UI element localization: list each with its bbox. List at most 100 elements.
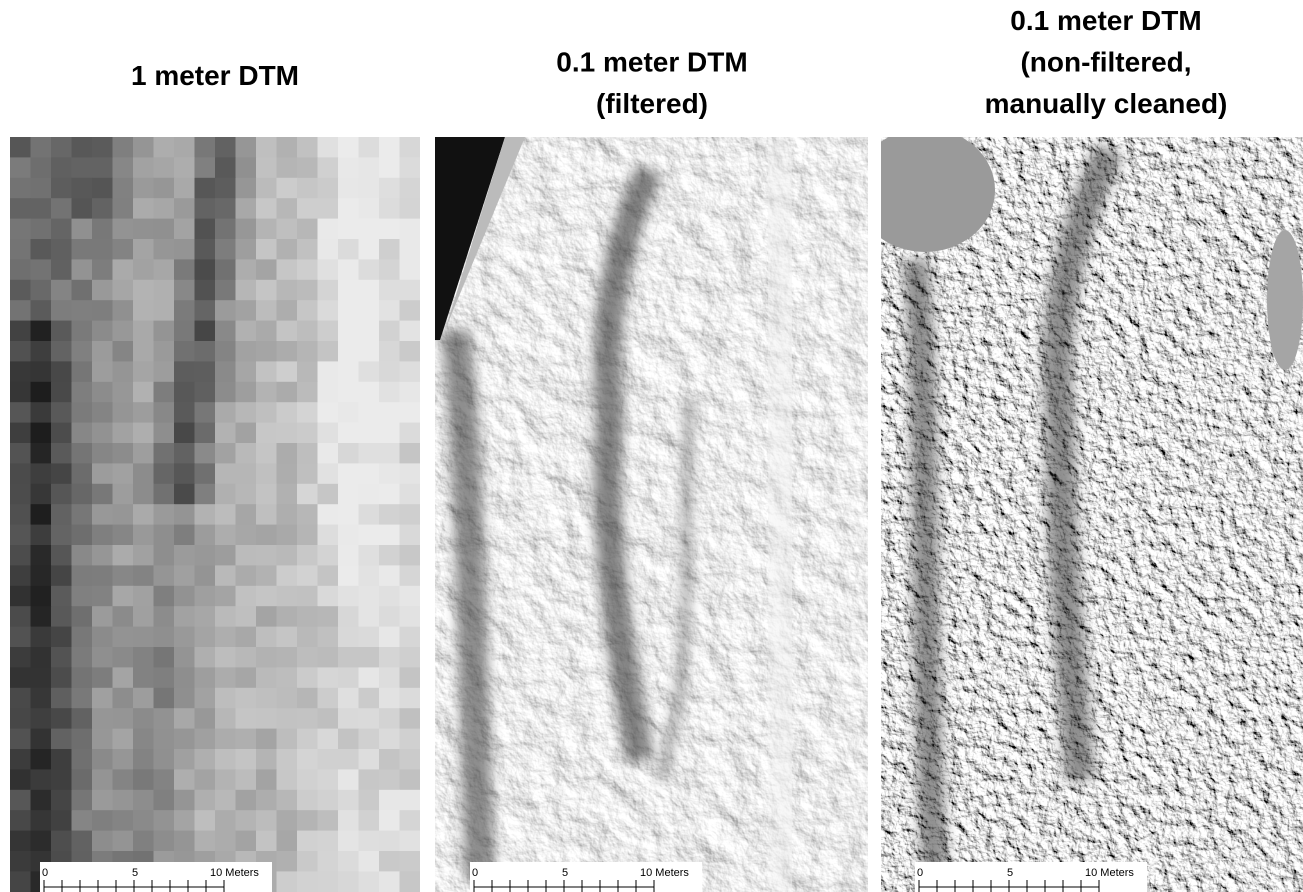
pixel bbox=[317, 871, 339, 892]
pixel bbox=[174, 810, 195, 832]
pixel bbox=[133, 626, 154, 648]
pixel bbox=[338, 402, 359, 424]
pixel bbox=[112, 585, 134, 607]
pixel bbox=[297, 749, 318, 770]
pixel bbox=[256, 749, 277, 770]
scale-label: 10 Meters bbox=[1085, 867, 1134, 879]
pixel bbox=[338, 749, 359, 770]
pixel bbox=[174, 647, 195, 668]
pixel bbox=[194, 137, 216, 158]
pixel bbox=[399, 626, 420, 648]
pixel bbox=[358, 789, 380, 811]
pixel bbox=[153, 545, 175, 566]
channels bbox=[902, 143, 1124, 881]
pixel bbox=[317, 830, 339, 852]
pixel bbox=[276, 137, 298, 158]
pixel bbox=[194, 789, 216, 811]
pixel bbox=[174, 422, 195, 444]
pixel bbox=[215, 687, 236, 709]
pixel bbox=[153, 259, 175, 281]
pixel bbox=[92, 708, 113, 730]
pixel bbox=[10, 422, 31, 444]
scale-label: 5 bbox=[562, 867, 568, 879]
pixel bbox=[10, 300, 31, 322]
pixel bbox=[235, 606, 257, 628]
pixel bbox=[358, 728, 380, 750]
pixel bbox=[235, 667, 257, 689]
pixel bbox=[10, 606, 31, 628]
pixel bbox=[256, 422, 277, 444]
pixel bbox=[174, 402, 195, 424]
pixel bbox=[276, 545, 298, 566]
pixel bbox=[399, 749, 420, 770]
pixel bbox=[256, 300, 277, 322]
pixel bbox=[10, 769, 31, 791]
pixel bbox=[30, 626, 52, 648]
pixel bbox=[379, 463, 400, 485]
pixel bbox=[399, 177, 420, 199]
pixel bbox=[358, 300, 380, 322]
pixel bbox=[399, 361, 420, 383]
pixel bbox=[317, 463, 339, 485]
pixel bbox=[194, 320, 216, 342]
pixel bbox=[51, 300, 72, 322]
scale-bars: 0 5 10 Meters 0 5 10 Meters 0 5 10 Meters bbox=[40, 862, 1147, 892]
pixel bbox=[358, 157, 380, 179]
pixel bbox=[276, 585, 298, 607]
pixel bbox=[235, 381, 257, 403]
channels bbox=[440, 163, 694, 881]
pixel bbox=[51, 422, 72, 444]
pixel bbox=[51, 667, 72, 689]
pixel bbox=[338, 300, 359, 322]
pixel bbox=[10, 361, 31, 383]
pixel bbox=[399, 769, 420, 791]
pixel bbox=[51, 545, 72, 566]
pixel bbox=[194, 626, 216, 648]
pixel bbox=[10, 524, 31, 546]
pixel bbox=[174, 830, 195, 852]
pixel bbox=[276, 463, 298, 485]
pixel bbox=[112, 177, 134, 199]
pixel bbox=[194, 300, 216, 322]
pixel bbox=[10, 728, 31, 750]
pixel bbox=[297, 687, 318, 709]
pixel bbox=[194, 157, 216, 179]
pixel bbox=[153, 218, 175, 240]
pixel bbox=[194, 606, 216, 628]
pixel bbox=[133, 708, 154, 730]
pixel bbox=[399, 443, 420, 464]
pixel bbox=[256, 443, 277, 464]
pixel bbox=[10, 198, 31, 220]
pixel bbox=[112, 749, 134, 770]
pixel bbox=[379, 137, 400, 158]
pixel bbox=[10, 259, 31, 281]
pixel bbox=[133, 830, 154, 852]
pixel bbox=[92, 463, 113, 485]
pixel bbox=[30, 545, 52, 566]
pixel bbox=[358, 239, 380, 260]
pixel bbox=[174, 545, 195, 566]
pixel bbox=[194, 504, 216, 526]
pixel bbox=[92, 647, 113, 668]
pixel bbox=[51, 749, 72, 770]
pixel bbox=[399, 218, 420, 240]
pixel bbox=[215, 667, 236, 689]
pixel bbox=[358, 504, 380, 526]
pixel bbox=[215, 830, 236, 852]
pixel bbox=[133, 443, 154, 464]
pixel bbox=[174, 687, 195, 709]
pixel bbox=[399, 239, 420, 260]
pixel bbox=[133, 504, 154, 526]
pixel bbox=[276, 789, 298, 811]
pixel bbox=[30, 647, 52, 668]
pixel bbox=[153, 443, 175, 464]
pixel bbox=[317, 545, 339, 566]
pixel bbox=[51, 198, 72, 220]
pixel bbox=[379, 687, 400, 709]
pixel bbox=[338, 320, 359, 342]
pixel bbox=[297, 443, 318, 464]
pixel bbox=[153, 381, 175, 403]
pixel bbox=[235, 728, 257, 750]
pixel bbox=[30, 769, 52, 791]
pixel bbox=[256, 177, 277, 199]
